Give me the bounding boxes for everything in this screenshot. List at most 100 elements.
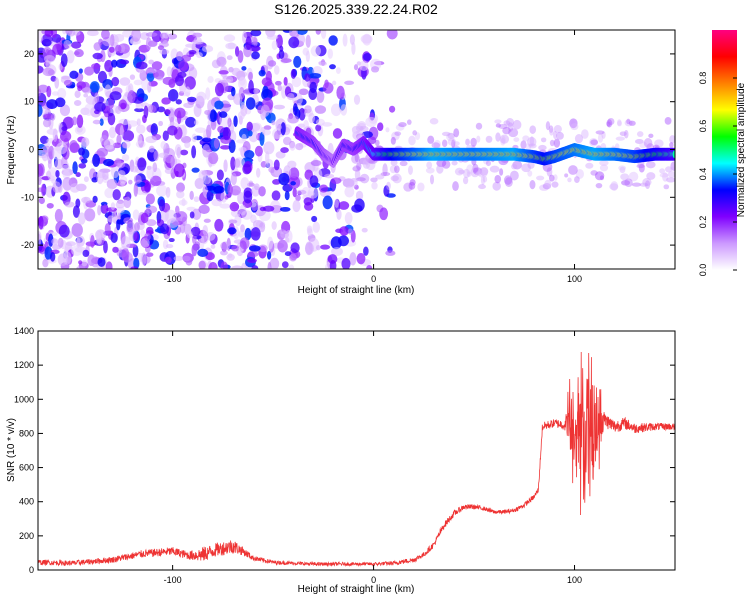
spectrogram-cell (278, 229, 287, 234)
spectrogram-cell (38, 104, 43, 117)
spectrogram-cell (109, 91, 122, 101)
spectrogram-cell (330, 103, 342, 117)
spectrogram-cell (131, 30, 141, 42)
spectrogram-cell (115, 200, 126, 209)
spectrogram-cell (553, 125, 562, 134)
spectrogram-cell (249, 245, 261, 252)
spectrogram-cell (121, 142, 128, 149)
spectrogram-cell (89, 168, 97, 180)
spectrogram-cell (176, 51, 184, 62)
spectrogram-cell (293, 55, 302, 68)
spectrogram-cell (339, 226, 350, 236)
spectrogram-cell (230, 172, 237, 186)
snr-ytick-label: 400 (19, 497, 34, 507)
spectrogram-cell (75, 172, 81, 178)
spectrogram-cell (273, 159, 280, 171)
spectrogram-cell (342, 178, 355, 188)
spectrogram-cell (196, 91, 207, 103)
spectrogram-cell (112, 142, 122, 149)
spectrogram-cell (296, 30, 308, 35)
spectrogram-cell (202, 224, 208, 236)
spectrogram-cell (91, 177, 98, 183)
spectrogram-cell (239, 204, 247, 216)
spectrogram-cell (279, 206, 291, 212)
spectrogram-cell (234, 213, 242, 227)
spectrogram-cell (353, 64, 359, 71)
spectrogram-cell (246, 121, 253, 132)
spectrogram-cell (151, 61, 163, 71)
spectrogram-cell (365, 116, 377, 128)
spectrogram-cell (338, 201, 350, 210)
spectrogram-cell (186, 96, 197, 103)
spectrogram-cell (569, 118, 578, 129)
spectrogram-cell (495, 132, 501, 142)
spectrogram-cell (76, 237, 81, 248)
spectrogram-cell (250, 30, 262, 37)
spectrogram-cell (540, 137, 547, 143)
spectrogram-cell (453, 128, 460, 138)
spectrogram-cell (628, 171, 639, 182)
colorbar: 0.0 0.2 0.4 0.6 0.8 Normalized spectral ampl… (698, 30, 747, 276)
spectrogram-cell (259, 131, 265, 146)
spectrogram-cell (284, 190, 290, 201)
spectrogram-cell (92, 119, 101, 125)
spectrogram-cell (148, 59, 155, 65)
spectrogram-cell (133, 79, 143, 86)
spectrogram-cell (133, 257, 140, 269)
spectrogram-cell (220, 241, 231, 251)
spectrogram-cell (597, 133, 604, 143)
spectrogram-cell (634, 139, 644, 144)
spectrogram-cell (336, 85, 345, 100)
spectrogram-cell (328, 35, 338, 46)
spectrogram-cell (631, 182, 642, 187)
spectrogram-cell (380, 171, 391, 177)
spectrogram-cell (51, 179, 57, 184)
spectrogram-cell (112, 189, 121, 201)
spectrogram-cell (639, 182, 649, 187)
spectrogram-cell (61, 164, 71, 172)
spectrogram-cell (506, 117, 515, 127)
spectrogram-cell (102, 158, 115, 167)
spectrogram-cell (213, 185, 225, 194)
spectrogram-cell (184, 76, 196, 90)
spectrogram-cell (544, 179, 552, 189)
spectrogram-cell (574, 176, 580, 184)
spectrogram-cell (327, 48, 334, 59)
spectrogram-cell (142, 255, 151, 264)
spectrogram-cell (441, 131, 451, 137)
spectrogram-cell (194, 127, 207, 133)
spectrogram-cell (521, 163, 532, 173)
spectrogram-cell (636, 164, 645, 169)
spectrogram-cell (66, 30, 76, 37)
spectrogram-cell (208, 152, 219, 165)
spectrogram-cell (354, 198, 365, 212)
spectrogram-cell (617, 119, 622, 126)
spectrogram-cell (394, 165, 400, 174)
spectrogram-cell (261, 129, 271, 136)
spectrogram-cell (574, 134, 584, 144)
spectrogram-cell (312, 221, 320, 233)
spectrogram-cell (103, 240, 108, 254)
spectrogram-cell (332, 128, 343, 139)
spectrogram-cell (581, 129, 589, 139)
spectrogram-cell (156, 76, 164, 81)
spectrogram-cell (382, 163, 388, 177)
spectrogram-cell (117, 170, 126, 178)
spectrogram-cell (165, 243, 174, 249)
spectrogram-cell (349, 177, 358, 188)
spectrogram-cell (499, 134, 510, 144)
spectrogram-cell (60, 53, 68, 67)
spectrogram-cell (146, 219, 157, 227)
spectrogram-cell (349, 252, 357, 266)
spectrogram-cell (271, 120, 276, 126)
spectrogram-cell (315, 124, 322, 132)
spectrogram-cell (80, 158, 88, 164)
spectrogram-cell (341, 257, 351, 269)
spectrogram-cell (392, 173, 402, 184)
spectrogram-cell (285, 237, 290, 243)
spectrogram-cell (191, 145, 197, 159)
spectrogram-cell (670, 166, 675, 171)
spectrogram-cell (475, 122, 483, 130)
spectrogram-cell (121, 154, 130, 162)
spectrogram-cell (385, 127, 390, 133)
